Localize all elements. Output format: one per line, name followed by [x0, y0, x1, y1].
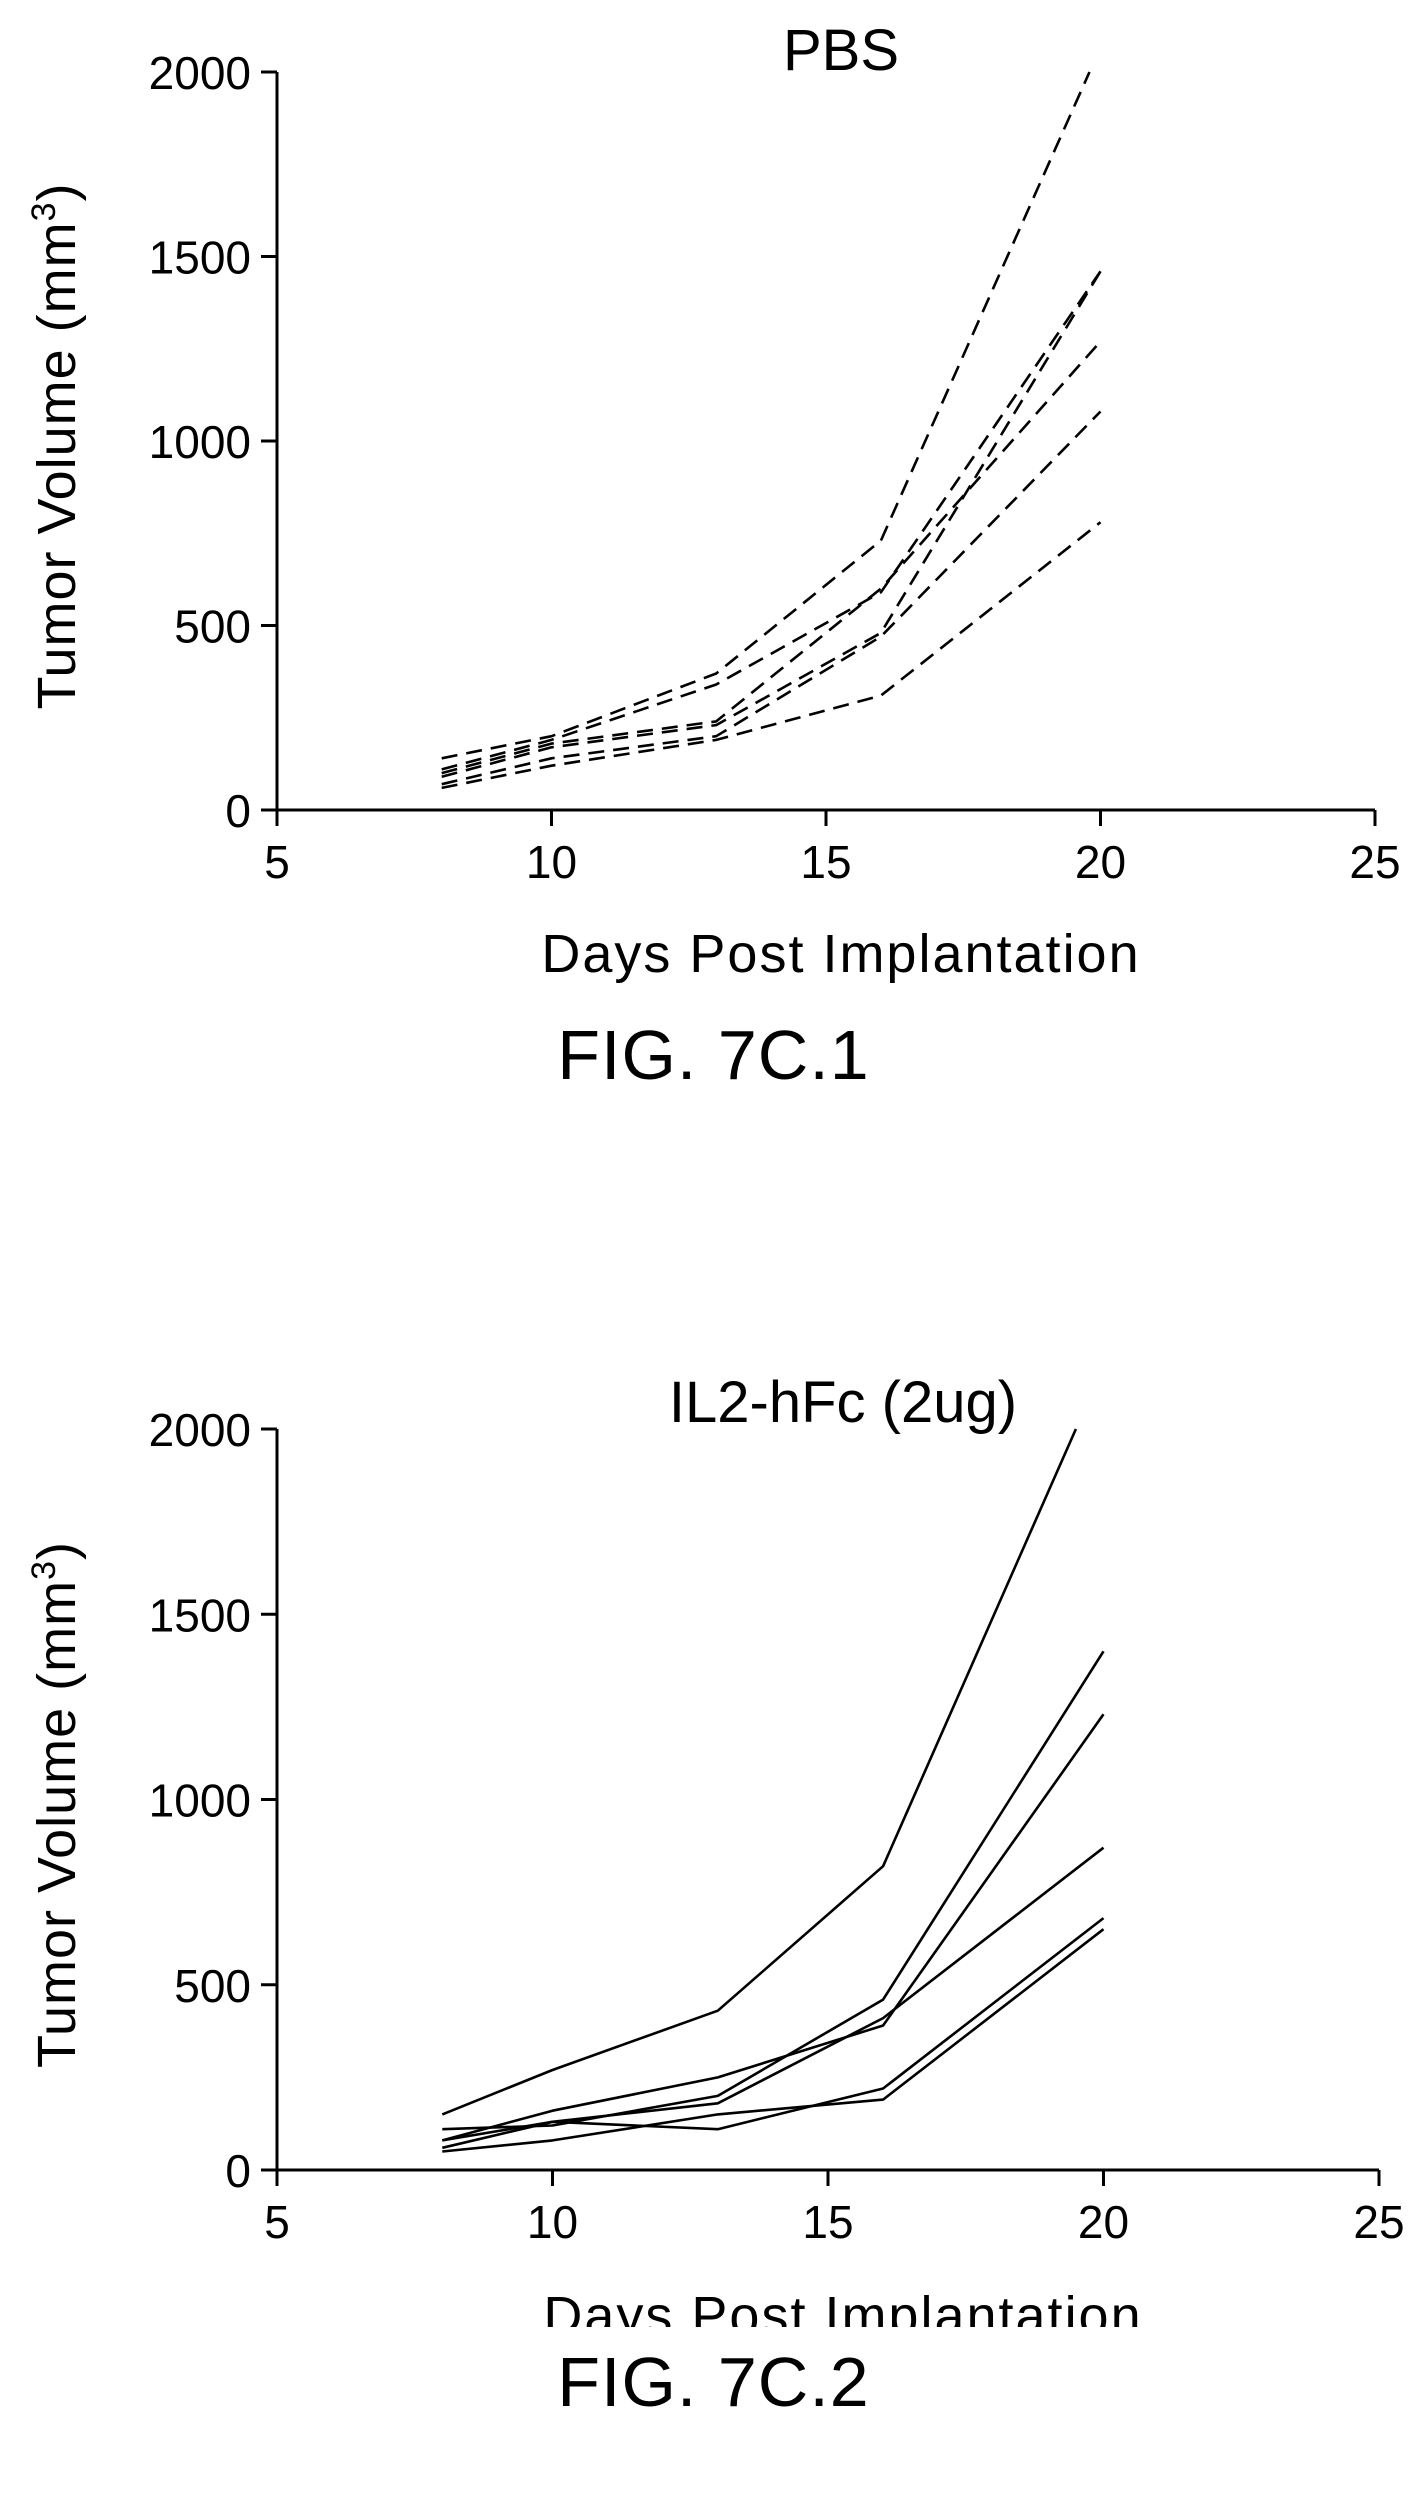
x-tick-label: 5 — [264, 836, 290, 888]
y-tick-label: 500 — [174, 601, 251, 653]
y-axis-label: Tumor Volume (mm3) — [25, 1541, 87, 2068]
series-line-5 — [441, 410, 1102, 786]
y-axis-label-superscript: 3 — [25, 201, 63, 221]
y-axis-label: Tumor Volume (mm3) — [25, 183, 87, 710]
series-line-5 — [442, 1917, 1105, 2142]
pbs-line-chart: PBS 0 500 1000 1500 2000 5 10 15 20 25 Days Post Im… — [25, 18, 1401, 984]
series-line-1 — [441, 71, 1091, 760]
series-line-2 — [441, 270, 1102, 771]
x-tick-label: 15 — [800, 836, 851, 888]
x-tick-label: 15 — [802, 2196, 853, 2248]
x-tick-label: 25 — [1349, 836, 1400, 888]
x-axis-label: Days Post Implantation — [543, 2286, 1142, 2327]
y-axis-label-superscript: 3 — [25, 1560, 63, 1580]
y-tick-label: 2000 — [149, 1404, 251, 1456]
x-tick-label: 5 — [264, 2196, 290, 2248]
y-tick-label: 2000 — [149, 47, 251, 99]
y-tick-label: 0 — [225, 2145, 251, 2197]
series-line-6 — [441, 521, 1102, 790]
y-axis-label-text: Tumor Volume (mm — [27, 1580, 87, 2068]
series-line-4 — [442, 1846, 1105, 2150]
y-axis-label-text: Tumor Volume (mm — [27, 221, 87, 709]
y-tick-label: 1500 — [149, 1589, 251, 1641]
series-line-3 — [441, 1713, 1105, 2142]
y-axis-label-close: ) — [27, 1541, 87, 1560]
y-tick-label: 1000 — [149, 416, 251, 468]
y-tick-label: 1000 — [149, 1775, 251, 1827]
y-tick-label: 1500 — [149, 232, 251, 284]
figure-caption: FIG. 7C.1 — [557, 1016, 870, 1094]
series-line-2 — [442, 1650, 1105, 2131]
figure-7c2: IL2-hFc (2ug) 0 500 1000 1500 2000 5 10 15 20 25 Da… — [0, 1247, 1427, 2494]
series-line-6 — [442, 1928, 1105, 2153]
y-tick-label: 500 — [174, 1960, 251, 2012]
y-axis-label-close: ) — [27, 183, 87, 202]
chart-title: IL2-hFc (2ug) — [669, 1370, 1017, 1435]
figure-caption: FIG. 7C.2 — [557, 2343, 870, 2421]
series-line-3 — [441, 340, 1102, 775]
series-line-4 — [441, 270, 1102, 779]
x-tick-label: 10 — [527, 2196, 578, 2248]
y-tick-label: 0 — [225, 785, 251, 837]
x-tick-label: 25 — [1353, 2196, 1404, 2248]
x-tick-label: 20 — [1078, 2196, 1129, 2248]
il2-hfc-line-chart: IL2-hFc (2ug) 0 500 1000 1500 2000 5 10 15 20 25 Da… — [25, 1370, 1405, 2327]
x-tick-label: 10 — [526, 836, 577, 888]
figure-7c1: PBS 0 500 1000 1500 2000 5 10 15 20 25 Days Post Im… — [25, 18, 1401, 1094]
chart-title: PBS — [783, 18, 899, 83]
x-tick-label: 20 — [1075, 836, 1126, 888]
series-line-1 — [441, 1428, 1078, 2116]
x-axis-label: Days Post Implantation — [541, 924, 1140, 984]
